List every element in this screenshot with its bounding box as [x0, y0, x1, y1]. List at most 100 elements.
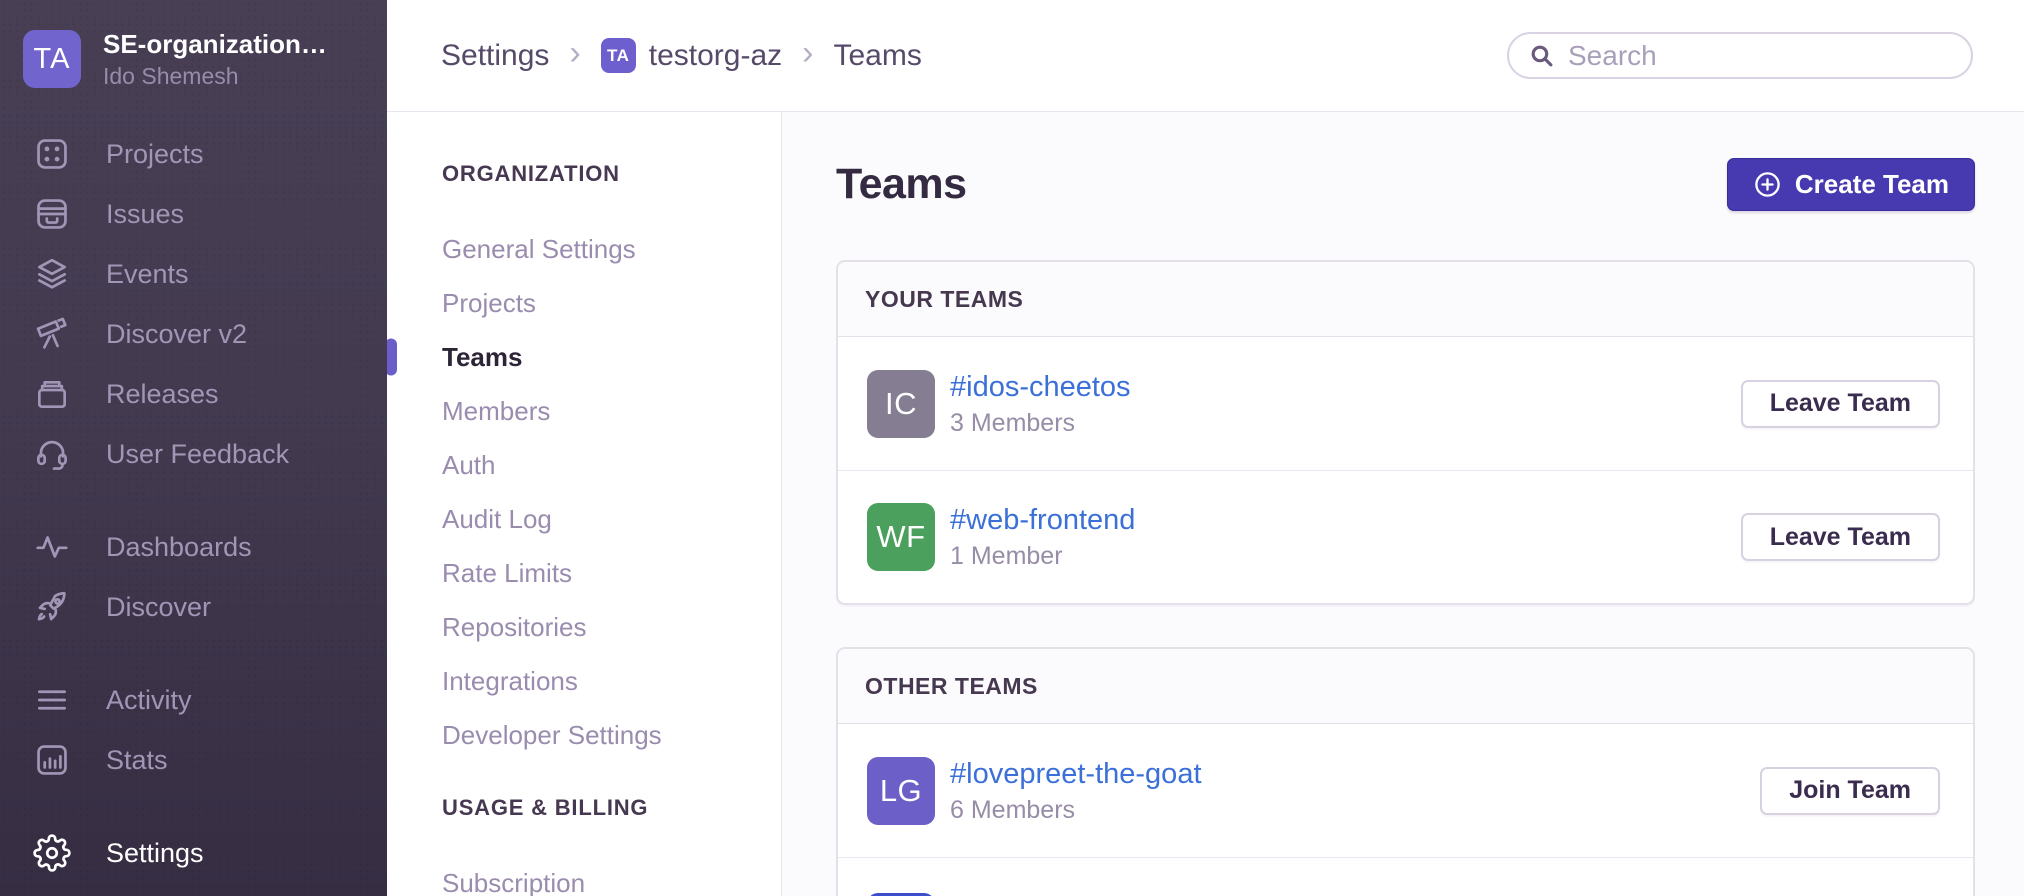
- sidebar-item-activity[interactable]: Activity: [0, 670, 387, 730]
- team-row: IC #idos-cheetos 3 Members Leave Team: [838, 337, 1973, 470]
- org-meta: SE-organization… Ido Shemesh: [103, 28, 327, 90]
- settings-content: Teams Create Team YOUR TEAMS IC #idos-ch…: [782, 112, 2024, 896]
- sidebar-item-label: Discover: [106, 592, 211, 623]
- gear-icon: [33, 834, 71, 872]
- team-member-count: 1 Member: [950, 541, 1135, 571]
- sidebar-section: Settings: [0, 823, 387, 883]
- leave-team-button[interactable]: Leave Team: [1741, 380, 1940, 428]
- sidebar-item-discover[interactable]: Discover: [0, 577, 387, 637]
- breadcrumb-separator-icon: ›: [802, 36, 813, 76]
- sidebar-item-discover-v2[interactable]: Discover v2: [0, 304, 387, 364]
- lines-icon: [33, 681, 71, 719]
- settings-layout: ORGANIZATIONGeneral SettingsProjectsTeam…: [387, 112, 2024, 896]
- events-icon: [33, 255, 71, 293]
- sidebar-item-label: User Feedback: [106, 439, 289, 470]
- breadcrumb-separator-icon: ›: [569, 36, 580, 76]
- settings-nav-item-audit-log[interactable]: Audit Log: [442, 492, 781, 546]
- org-avatar: TA: [23, 30, 81, 88]
- team-member-count: 3 Members: [950, 408, 1131, 438]
- settings-nav-item-developer-settings[interactable]: Developer Settings: [442, 708, 781, 762]
- sidebar-item-projects[interactable]: Projects: [0, 124, 387, 184]
- sidebar-item-user-feedback[interactable]: User Feedback: [0, 424, 387, 484]
- app-root: TA SE-organization… Ido Shemesh Projects…: [0, 0, 2024, 896]
- sidebar-item-events[interactable]: Events: [0, 244, 387, 304]
- sidebar-item-stats[interactable]: Stats: [0, 730, 387, 790]
- settings-nav-item-members[interactable]: Members: [442, 384, 781, 438]
- sidebar-item-label: Stats: [106, 745, 168, 776]
- top-header: Settings › TA testorg-az › Teams: [387, 0, 2024, 112]
- team-link[interactable]: #idos-cheetos: [950, 370, 1131, 404]
- settings-nav: ORGANIZATION General SettingsProjectsTeam…: [387, 112, 782, 896]
- sidebar-item-label: Discover v2: [106, 319, 247, 350]
- settings-nav-heading: ORGANIZATION: [442, 160, 781, 188]
- sidebar-item-label: Releases: [106, 379, 219, 410]
- sidebar-item-dashboards[interactable]: Dashboards: [0, 517, 387, 577]
- pulse-icon: [33, 528, 71, 566]
- search-input[interactable]: [1568, 40, 1951, 72]
- bar-chart-icon: [33, 741, 71, 779]
- panel-heading: OTHER TEAMS: [838, 649, 1973, 724]
- settings-nav-item-subscription[interactable]: Subscription: [442, 856, 781, 896]
- settings-nav-section: USAGE & BILLING Subscription: [442, 794, 781, 896]
- sidebar-item-settings[interactable]: Settings: [0, 823, 387, 883]
- sidebar-item-issues[interactable]: Issues: [0, 184, 387, 244]
- settings-nav-item-integrations[interactable]: Integrations: [442, 654, 781, 708]
- search-box[interactable]: [1507, 32, 1973, 79]
- sidebar-item-label: Projects: [106, 139, 204, 170]
- org-switcher[interactable]: TA SE-organization… Ido Shemesh: [0, 0, 387, 90]
- join-team-button[interactable]: Join Team: [1760, 767, 1940, 815]
- teams-panel: OTHER TEAMS LG #lovepreet-the-goat 6 Mem…: [836, 647, 1975, 896]
- team-link[interactable]: #web-frontend: [950, 503, 1135, 537]
- user-name: Ido Shemesh: [103, 62, 327, 90]
- plus-circle-icon: [1753, 170, 1782, 199]
- sidebar-item-label: Dashboards: [106, 532, 252, 563]
- settings-nav-item-repositories[interactable]: Repositories: [442, 600, 781, 654]
- settings-nav-heading: USAGE & BILLING: [442, 794, 781, 822]
- settings-nav-section: ORGANIZATION General SettingsProjectsTeam…: [442, 160, 781, 762]
- team-row: WF #web-frontend 1 Member Leave Team: [838, 470, 1973, 603]
- breadcrumb-org-badge: TA: [601, 38, 636, 73]
- panel-heading: YOUR TEAMS: [838, 262, 1973, 337]
- breadcrumb-settings[interactable]: Settings: [441, 39, 549, 73]
- rocket-icon: [33, 588, 71, 626]
- team-member-count: 6 Members: [950, 795, 1202, 825]
- create-team-button[interactable]: Create Team: [1727, 158, 1975, 211]
- sidebar-item-label: Settings: [106, 838, 204, 869]
- team-avatar: WF: [867, 503, 935, 571]
- breadcrumb: Settings › TA testorg-az › Teams: [441, 36, 922, 76]
- team-avatar: IC: [867, 370, 935, 438]
- breadcrumb-testorg-az[interactable]: testorg-az: [649, 39, 782, 73]
- breadcrumb-teams[interactable]: Teams: [833, 39, 921, 73]
- telescope-icon: [33, 315, 71, 353]
- settings-nav-item-projects[interactable]: Projects: [442, 276, 781, 330]
- projects-icon: [33, 135, 71, 173]
- settings-nav-item-teams[interactable]: Teams: [442, 330, 781, 384]
- sidebar-section: Dashboards Discover: [0, 517, 387, 637]
- leave-team-button[interactable]: Leave Team: [1741, 513, 1940, 561]
- main-column: Settings › TA testorg-az › Teams ORGANIZATION…: [387, 0, 2024, 896]
- sidebar-nav: Projects Issues Events Discover v2 Relea…: [0, 124, 387, 883]
- sidebar-item-label: Activity: [106, 685, 192, 716]
- panels: YOUR TEAMS IC #idos-cheetos 3 Members Le…: [836, 260, 1975, 896]
- team-avatar: LG: [867, 757, 935, 825]
- org-name: SE-organization…: [103, 28, 327, 60]
- teams-panel: YOUR TEAMS IC #idos-cheetos 3 Members Le…: [836, 260, 1975, 605]
- sidebar-section: Projects Issues Events Discover v2 Relea…: [0, 124, 387, 484]
- sidebar: TA SE-organization… Ido Shemesh Projects…: [0, 0, 387, 896]
- sidebar-item-label: Issues: [106, 199, 184, 230]
- sidebar-item-label: Events: [106, 259, 189, 290]
- sidebar-section: Activity Stats: [0, 670, 387, 790]
- settings-nav-item-general-settings[interactable]: General Settings: [442, 222, 781, 276]
- releases-icon: [33, 375, 71, 413]
- title-row: Teams Create Team: [836, 156, 1975, 212]
- search-icon: [1529, 43, 1554, 68]
- page-title: Teams: [836, 160, 967, 209]
- settings-nav-item-auth[interactable]: Auth: [442, 438, 781, 492]
- sidebar-item-releases[interactable]: Releases: [0, 364, 387, 424]
- settings-nav-item-rate-limits[interactable]: Rate Limits: [442, 546, 781, 600]
- issues-icon: [33, 195, 71, 233]
- team-link[interactable]: #lovepreet-the-goat: [950, 757, 1202, 791]
- team-row: [838, 857, 1973, 896]
- create-team-label: Create Team: [1795, 169, 1949, 200]
- headset-icon: [33, 435, 71, 473]
